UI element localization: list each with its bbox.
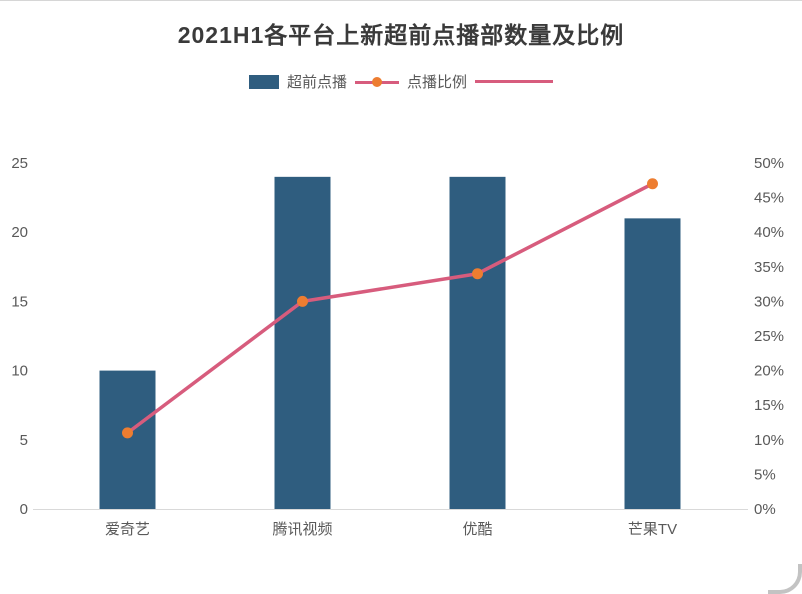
bar — [99, 370, 156, 509]
left-axis-tick: 15 — [11, 293, 28, 310]
bar — [624, 218, 681, 510]
chart-title: 2021H1各平台上新超前点播部数量及比例 — [177, 22, 625, 48]
data-point-marker — [472, 268, 483, 280]
legend: 超前点播 点播比例 — [0, 71, 802, 92]
left-axis-tick: 5 — [20, 432, 28, 449]
legend-label-line: 点播比例 — [407, 74, 468, 91]
top-border-line — [0, 0, 802, 1]
right-axis-tick: 50% — [754, 155, 784, 172]
right-axis-tick: 25% — [754, 328, 784, 345]
right-axis-tick: 10% — [754, 432, 784, 449]
data-point-marker — [647, 178, 658, 190]
data-point-marker — [297, 295, 308, 307]
right-axis-tick: 35% — [754, 259, 784, 276]
bar — [274, 176, 331, 509]
bottom-right-corner — [768, 564, 802, 594]
left-axis-tick: 10 — [11, 363, 28, 380]
right-axis-tick: 30% — [754, 293, 784, 310]
legend-marker-dot — [372, 76, 382, 87]
left-axis-tick: 0 — [20, 501, 28, 518]
legend-extra-line — [475, 80, 554, 83]
combo-chart: 0 5 10 15 20 25 0% 5% 10% 15% 20% 25% 30% 35% 40% 45% 50… — [11, 155, 784, 538]
category-label: 腾讯视频 — [272, 521, 332, 538]
legend-line-marker — [355, 75, 399, 89]
right-axis-tick: 0% — [754, 501, 776, 518]
left-axis-tick: 20 — [11, 224, 28, 241]
left-axis-tick: 25 — [11, 155, 28, 172]
right-axis-tick: 20% — [754, 363, 784, 380]
category-label: 爱奇艺 — [105, 521, 150, 538]
legend-bar-swatch — [248, 74, 279, 89]
category-label: 优酷 — [462, 521, 492, 538]
right-axis-tick: 15% — [754, 397, 784, 414]
data-point-marker — [122, 427, 133, 439]
legend-label-bars: 超前点播 — [286, 74, 347, 91]
right-axis-tick: 40% — [754, 224, 784, 241]
category-label: 芒果TV — [628, 521, 677, 538]
right-axis-tick: 45% — [754, 190, 784, 207]
ratio-line — [125, 182, 655, 435]
bar — [449, 176, 506, 509]
right-axis-tick: 5% — [754, 466, 776, 483]
